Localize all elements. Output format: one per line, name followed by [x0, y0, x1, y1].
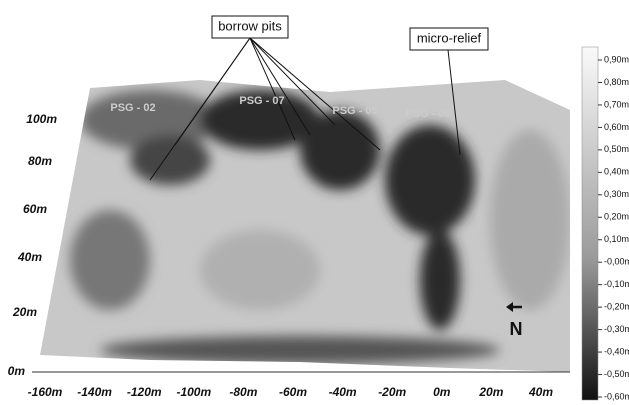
x-tick-label: -40m — [329, 385, 357, 399]
site-label: PSG - 06 — [405, 108, 450, 120]
x-tick-label: 0m — [433, 385, 451, 399]
x-tick-label: -140m — [77, 385, 112, 399]
annotation: borrow pits — [218, 18, 282, 33]
north-label: N — [510, 319, 523, 339]
x-tick-label: -60m — [279, 385, 307, 399]
colorbar — [582, 47, 598, 400]
colorbar-label: -0,00m — [604, 257, 629, 267]
y-tick-label: 20m — [12, 305, 37, 319]
annotation: micro-relief — [417, 30, 482, 45]
terrain — [30, 70, 580, 380]
y-tick-label: 40m — [17, 250, 42, 264]
colorbar-label: -0,60m — [604, 391, 629, 401]
y-tick-label: 80m — [28, 154, 52, 168]
colorbar-label: 0,40m — [604, 167, 629, 177]
colorbar-label: 0,80m — [604, 77, 629, 87]
x-tick-label: 20m — [478, 385, 503, 399]
colorbar-label: -0,40m — [604, 346, 629, 356]
site-label: PSG - 05 — [332, 105, 377, 117]
x-tick-label: -160m — [28, 385, 63, 399]
colorbar-label: 0,70m — [604, 99, 629, 109]
x-tick-label: -80m — [229, 385, 257, 399]
colorbar-label: -0,10m — [604, 279, 629, 289]
x-tick-label: -20m — [378, 385, 406, 399]
colorbar-label: 0,60m — [604, 122, 629, 132]
figure: borrow pits micro-relief N PSG - 02 PSG -… — [0, 0, 629, 405]
y-tick-label: 100m — [26, 112, 57, 126]
y-tick-label: 0m — [8, 364, 26, 378]
colorbar-label: -0,50m — [604, 369, 629, 379]
x-tick-label: 40m — [528, 385, 553, 399]
site-label: PSG - 07 — [239, 95, 284, 107]
y-tick-label: 60m — [23, 202, 47, 216]
colorbar-label: 0,90m — [604, 54, 629, 64]
x-tick-label: -120m — [127, 385, 162, 399]
colorbar-label: 0,10m — [604, 234, 629, 244]
x-tick-label: -100m — [176, 385, 211, 399]
colorbar-label: 0,20m — [604, 212, 629, 222]
colorbar-label: -0,20m — [604, 302, 629, 312]
colorbar-label: 0,30m — [604, 189, 629, 199]
site-label: PSG - 02 — [110, 102, 155, 114]
colorbar-label: -0,30m — [604, 324, 629, 334]
colorbar-label: 0,50m — [604, 144, 629, 154]
